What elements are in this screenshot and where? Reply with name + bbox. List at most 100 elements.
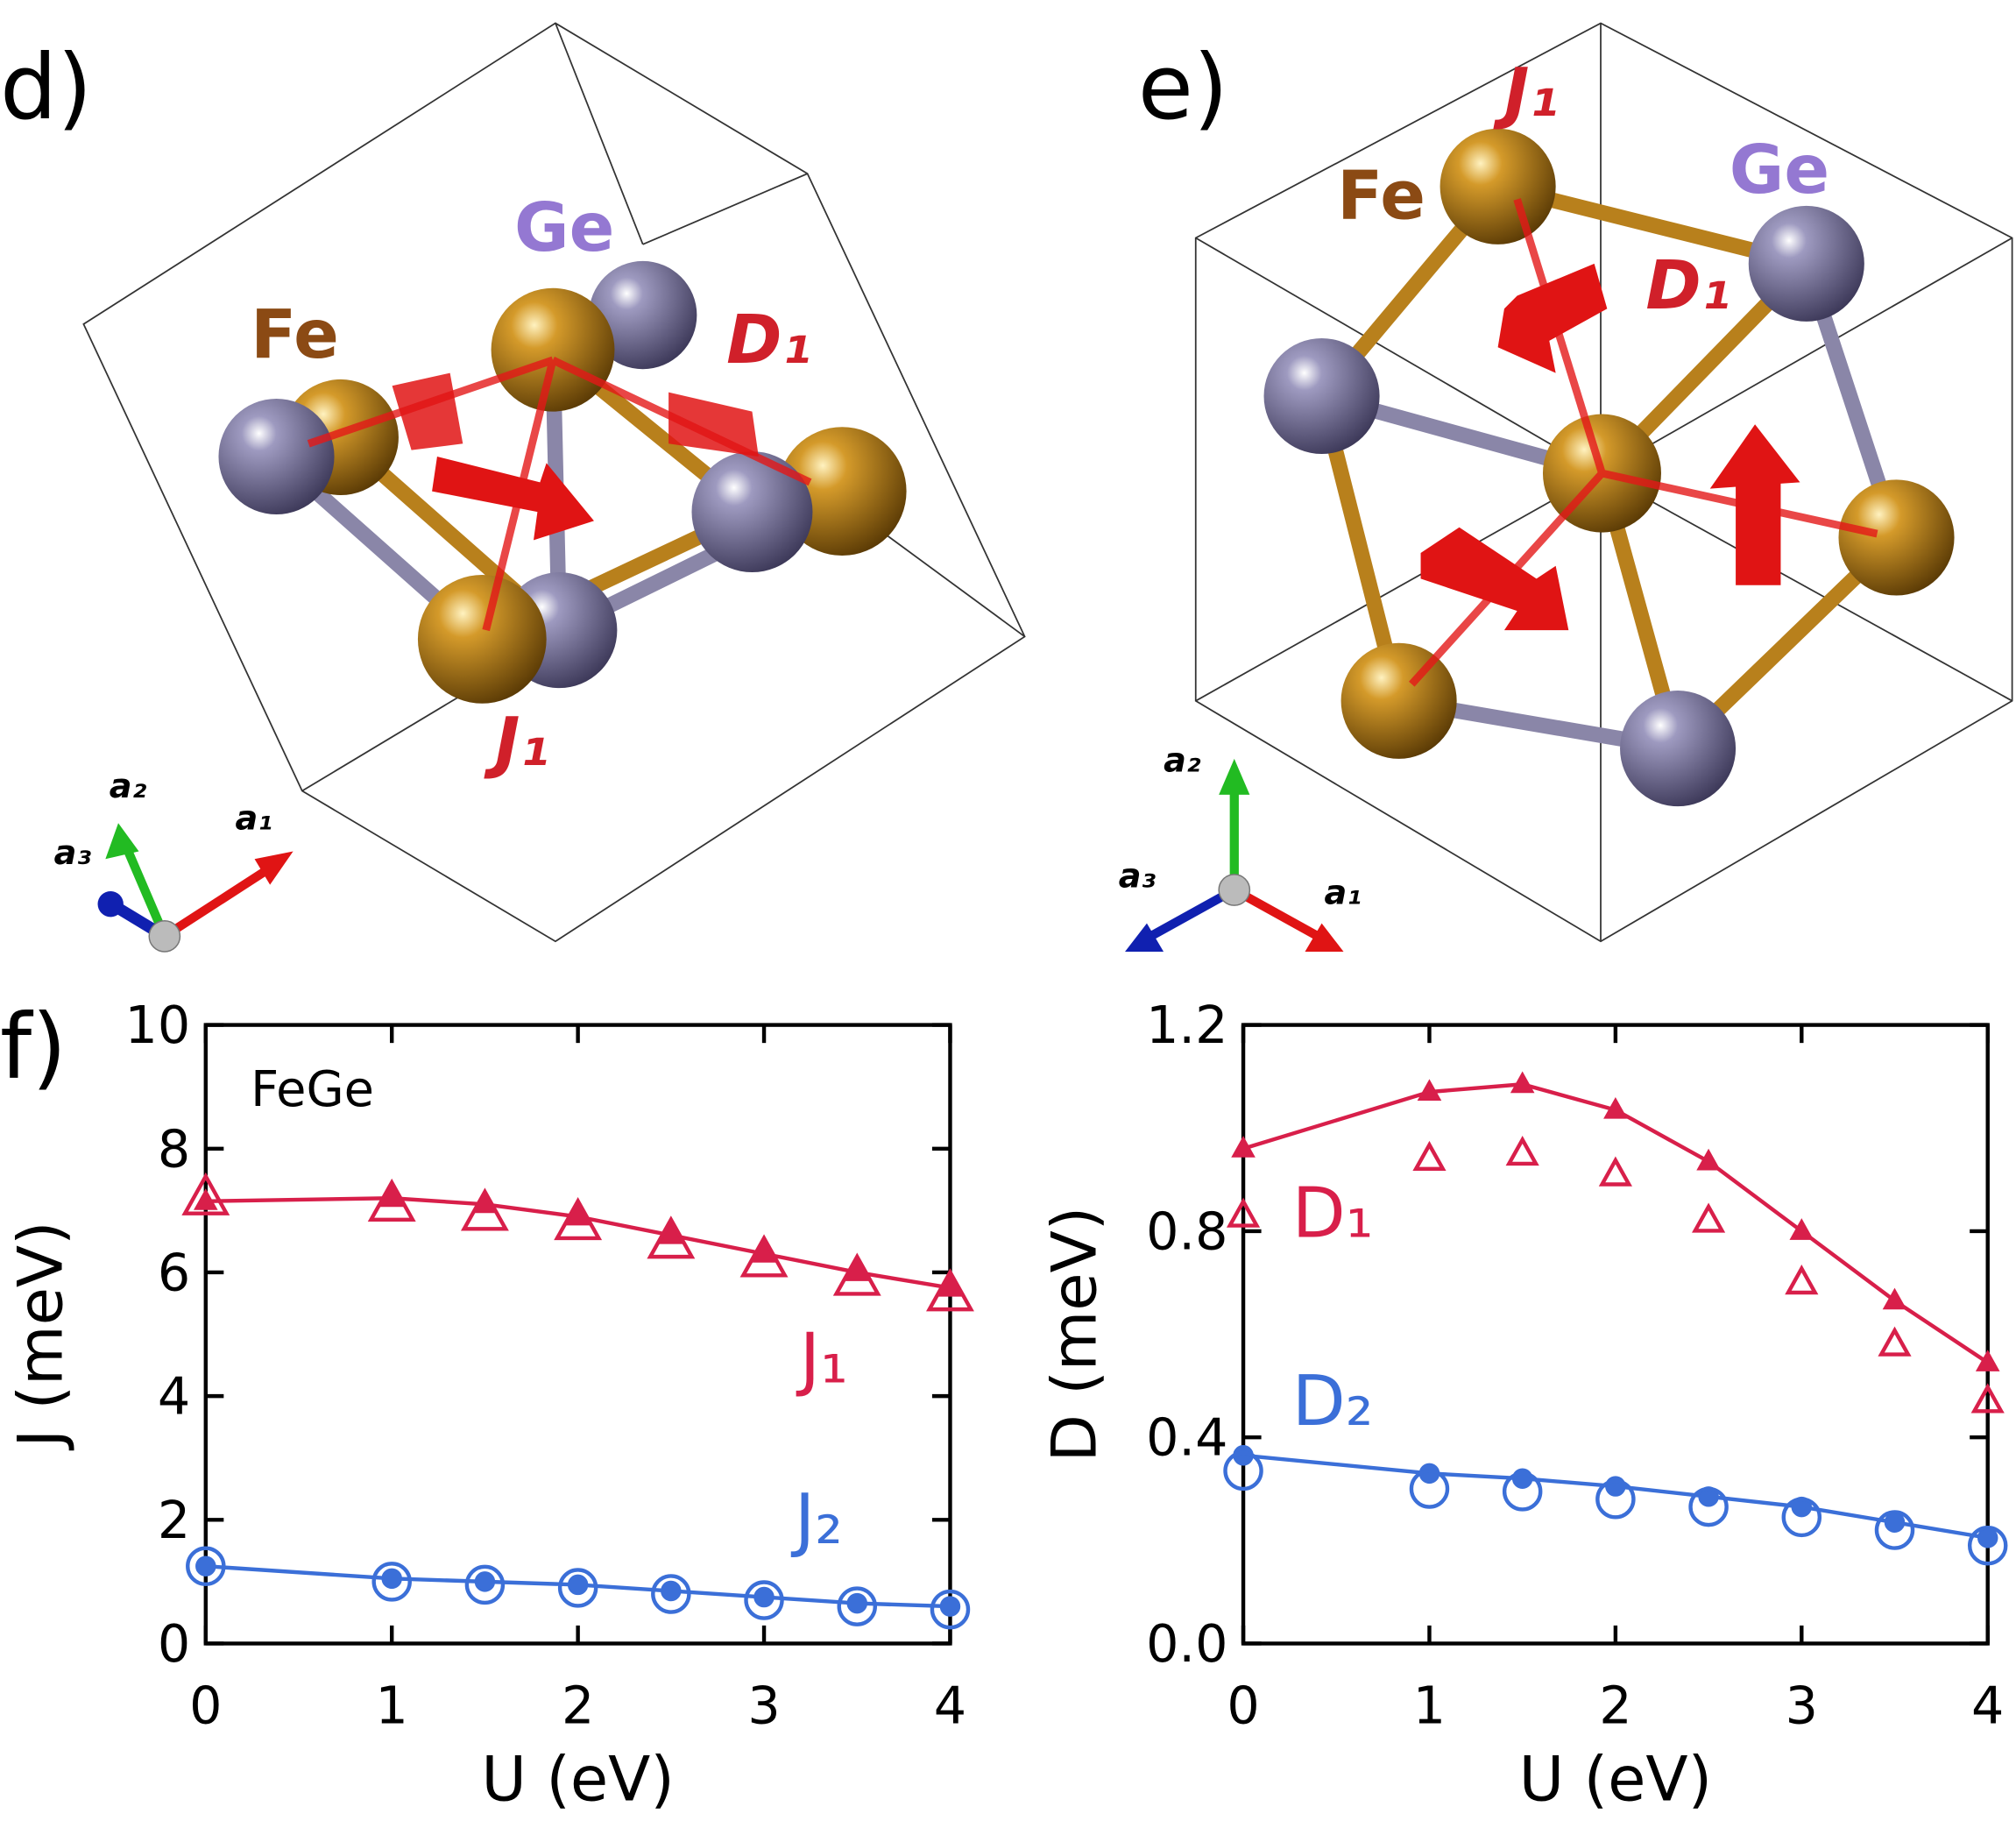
marker xyxy=(661,1580,682,1602)
y-tick-label: 0.4 xyxy=(1146,1408,1227,1468)
axis-vector-label: a₃ xyxy=(54,833,92,872)
coupling-label: D₁ xyxy=(726,301,811,379)
axes-d xyxy=(97,823,294,953)
x-tick-label: 2 xyxy=(562,1676,594,1735)
marker xyxy=(845,1259,870,1281)
marker xyxy=(1970,1383,2005,1414)
marker xyxy=(752,1241,776,1263)
x-tick-label: 0 xyxy=(1227,1676,1259,1735)
axis-vector-label: a₂ xyxy=(110,767,147,805)
y-tick-label: 8 xyxy=(158,1119,190,1179)
x-tick-label: 3 xyxy=(747,1676,780,1735)
marker xyxy=(1692,1202,1726,1233)
annotation: FeGe xyxy=(251,1061,374,1118)
axes-e xyxy=(1125,758,1344,952)
marker xyxy=(567,1574,589,1596)
marker xyxy=(464,1564,506,1605)
marker xyxy=(181,1172,230,1215)
axis-vector-label: a₂ xyxy=(1164,741,1201,780)
marker xyxy=(1698,1486,1719,1507)
structure-d xyxy=(218,260,907,704)
marker xyxy=(937,1274,963,1297)
series-line xyxy=(205,1196,951,1290)
marker xyxy=(1884,1512,1906,1533)
coupling-label: J₁ xyxy=(1493,53,1559,131)
series-line xyxy=(1242,1082,1989,1364)
cell-outline xyxy=(82,22,1026,943)
marker xyxy=(1223,1450,1263,1492)
marker xyxy=(565,1203,591,1226)
marker xyxy=(1975,1350,2000,1371)
atom-label: Fe xyxy=(251,295,339,373)
y-tick-label: 1.2 xyxy=(1146,996,1227,1055)
x-tick-label: 1 xyxy=(376,1676,408,1735)
marker xyxy=(1502,1471,1543,1512)
marker xyxy=(659,1222,683,1244)
marker xyxy=(1874,1510,1915,1550)
x-tick-label: 4 xyxy=(934,1676,966,1735)
marker xyxy=(1595,1479,1636,1520)
marker xyxy=(926,1268,974,1312)
series-label: D₁ xyxy=(1292,1173,1374,1254)
marker xyxy=(651,1574,691,1614)
series-line xyxy=(205,1564,951,1609)
marker xyxy=(1785,1265,1819,1295)
y-tick-label: 2 xyxy=(158,1491,190,1550)
marker xyxy=(1510,1071,1535,1094)
marker xyxy=(846,1592,867,1614)
x-axis-title: U (eV) xyxy=(1519,1743,1712,1815)
marker xyxy=(371,1562,412,1602)
axis-vector-label: a₃ xyxy=(1119,857,1157,896)
axis-vector-label: a₁ xyxy=(236,799,272,838)
marker xyxy=(193,1188,218,1210)
y-tick-label: 0 xyxy=(158,1614,190,1674)
y-tick-label: 0.0 xyxy=(1146,1614,1227,1674)
marker xyxy=(1409,1469,1450,1509)
atom-label: Fe xyxy=(1337,156,1425,234)
y-tick-label: 0.8 xyxy=(1146,1201,1227,1261)
marker xyxy=(1412,1140,1447,1172)
marker xyxy=(381,1568,402,1590)
series-label: J₁ xyxy=(796,1318,848,1399)
marker xyxy=(1226,1197,1261,1228)
panel-label: d) xyxy=(0,36,92,140)
marker xyxy=(1505,1136,1539,1166)
structure-e xyxy=(1263,128,1955,807)
marker xyxy=(753,1586,775,1608)
y-tick-label: 4 xyxy=(158,1367,190,1427)
marker xyxy=(1603,1096,1628,1119)
marker xyxy=(186,1546,226,1586)
coupling-label: D₁ xyxy=(1645,246,1730,324)
x-axis-title: U (eV) xyxy=(481,1743,674,1815)
marker xyxy=(1791,1496,1813,1518)
marker xyxy=(1882,1287,1907,1310)
axis-vector-label: a₁ xyxy=(1324,874,1361,912)
marker xyxy=(744,1580,784,1620)
marker xyxy=(1598,1156,1632,1187)
coupling-label: J₁ xyxy=(484,703,549,781)
atom-label: Ge xyxy=(514,188,614,266)
y-tick-label: 10 xyxy=(124,996,190,1055)
atom-label: Ge xyxy=(1730,131,1829,209)
marker xyxy=(460,1187,509,1231)
marker xyxy=(1878,1326,1912,1357)
panel-label: e) xyxy=(1138,36,1228,140)
marker xyxy=(647,1215,696,1259)
marker xyxy=(1417,1079,1442,1102)
x-tick-label: 4 xyxy=(1971,1676,2004,1735)
marker xyxy=(1967,1525,2008,1566)
marker xyxy=(379,1185,405,1208)
y-axis-title: D (meV) xyxy=(1038,1207,1110,1463)
y-tick-label: 6 xyxy=(158,1243,190,1302)
x-tick-label: 2 xyxy=(1599,1676,1631,1735)
marker xyxy=(1789,1218,1814,1240)
marker xyxy=(1781,1497,1822,1538)
marker xyxy=(474,1571,496,1592)
cell-outline xyxy=(1194,22,2013,943)
marker xyxy=(195,1555,216,1577)
marker xyxy=(930,1589,971,1630)
marker xyxy=(939,1596,961,1617)
series-label: J₂ xyxy=(790,1478,843,1560)
